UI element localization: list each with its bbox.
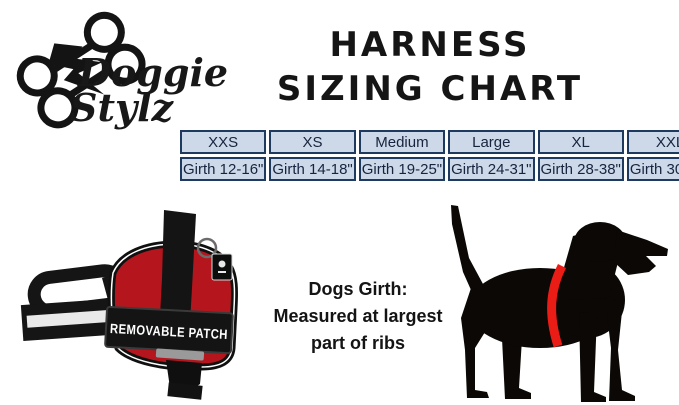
page-title-line1: HARNESS <box>329 25 531 65</box>
lightning-bolt-icon <box>48 43 105 95</box>
girth-note-line3: part of ribs <box>310 333 405 353</box>
girth-value-row: Girth 12-16" Girth 14-18" Girth 19-25" G… <box>180 157 679 181</box>
girth-value-cell: Girth 12-16" <box>180 157 267 181</box>
page-title-line2: SIZING CHART <box>276 68 584 109</box>
size-header-cell: Large <box>448 130 535 154</box>
brand-name: Doggie Stylz <box>70 50 245 130</box>
girth-note-line2: Measured at largest <box>273 306 443 326</box>
dog-bone-icon <box>16 11 146 129</box>
girth-value-cell: Girth 14-18" <box>269 157 356 181</box>
size-header-cell: XXL <box>626 130 679 154</box>
harness-buckle <box>155 348 205 400</box>
girth-value-cell: Girth 24-31" <box>448 157 535 181</box>
brand-line2: Stylz <box>70 84 174 130</box>
size-header-cell: XXS <box>180 130 267 154</box>
sizing-table: XXS XS Medium Large XL XXL Girth 12-16" … <box>177 127 679 184</box>
d-ring-icon <box>196 237 218 259</box>
brand-line1: Doggie <box>78 50 229 95</box>
size-header-row: XXS XS Medium Large XL XXL <box>180 130 679 154</box>
girth-value-cell: Girth 28-38" <box>537 157 624 181</box>
harness-label-patch <box>211 253 233 281</box>
harness-chest-strap <box>20 298 114 342</box>
girth-note: Dogs Girth: Measured at largest part of … <box>256 276 460 357</box>
reflective-stripe <box>26 310 108 328</box>
removable-patch-label: REMOVABLE PATCH <box>110 321 229 342</box>
removable-patch: REMOVABLE PATCH <box>104 305 234 355</box>
girth-value-cell: Girth 19-25" <box>358 157 446 181</box>
size-header-cell: Medium <box>358 130 446 154</box>
brand-logo: Doggie Stylz <box>0 0 245 150</box>
girth-note-line1: Dogs Girth: <box>308 279 408 299</box>
dog-girth-diagram <box>451 205 668 402</box>
size-header-cell: XL <box>537 130 624 154</box>
girth-value-cell: Girth 30-42" <box>626 157 679 181</box>
dog-silhouette <box>451 205 668 402</box>
page-title: HARNESS SIZING CHART <box>240 24 620 111</box>
harness-product-photo: REMOVABLE PATCH <box>20 210 238 400</box>
size-header-cell: XS <box>269 130 356 154</box>
girth-band <box>547 263 567 348</box>
